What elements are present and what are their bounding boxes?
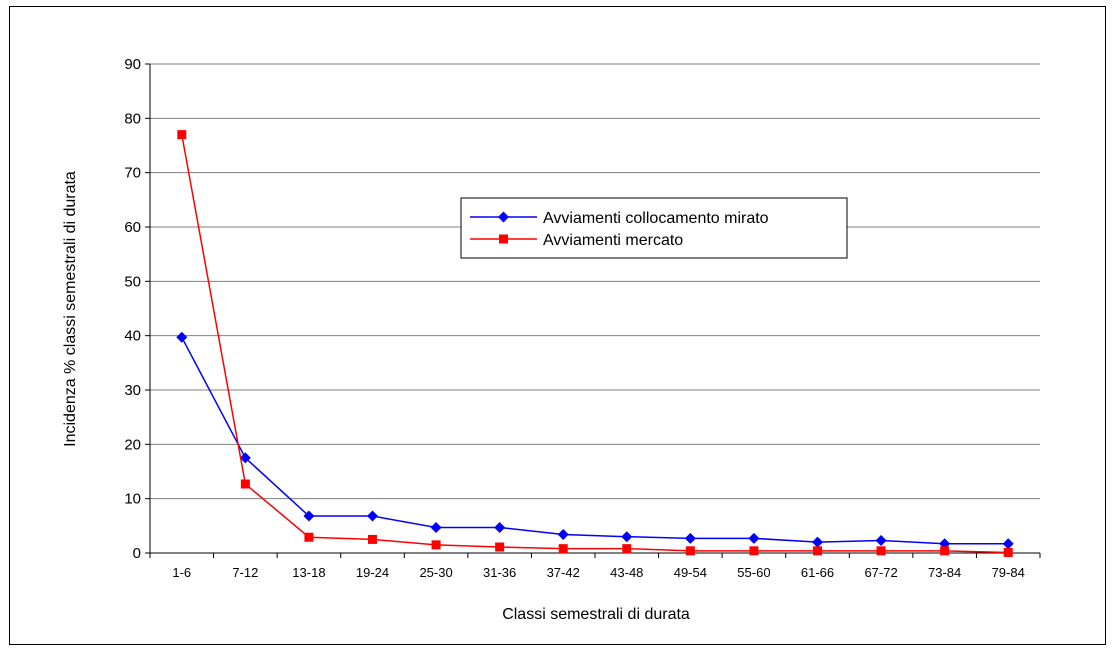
point-s1-1 [240, 479, 250, 489]
gridlines [150, 63, 1040, 500]
point-s0-8 [684, 532, 696, 544]
x-tick-label-55-60: 55-60 [737, 565, 770, 580]
point-s0-0 [176, 331, 188, 343]
x-tick-label-13-18: 13-18 [292, 565, 325, 580]
x-tick-label-61-66: 61-66 [801, 565, 834, 580]
point-s1-12 [940, 546, 950, 556]
point-s1-7 [622, 544, 632, 554]
axes [145, 63, 1041, 558]
legend-marker-collocamento [498, 211, 509, 223]
x-tick-label-1-6: 1-6 [172, 565, 191, 580]
legend-box [460, 197, 848, 259]
x-tick-label-31-36: 31-36 [483, 565, 516, 580]
y-tick-label-90: 90 [124, 56, 141, 73]
y-tick-label-10: 10 [124, 491, 141, 508]
x-tick-label-25-30: 25-30 [419, 565, 452, 580]
point-s0-1 [239, 452, 251, 464]
x-tick-label-67-72: 67-72 [864, 565, 897, 580]
point-s1-3 [368, 534, 377, 544]
point-s1-6 [558, 544, 568, 554]
y-tick-label-70: 70 [124, 165, 141, 182]
point-s1-8 [685, 546, 695, 556]
legend-label-collocamento: Avviamenti collocamento mirato [543, 210, 769, 227]
legend-label-mercato: Avviamenti mercato [543, 232, 683, 249]
point-s1-0 [177, 130, 187, 140]
point-s0-13 [1002, 538, 1014, 550]
x-tick-label-79-84: 79-84 [992, 565, 1025, 580]
point-s1-13 [1003, 547, 1013, 557]
point-s0-7 [621, 531, 633, 543]
point-s0-3 [367, 510, 378, 522]
y-tick-label-30: 30 [124, 382, 141, 399]
x-axis-title: Classi semestrali di durata [502, 606, 690, 623]
y-tick-label-80: 80 [124, 110, 141, 127]
series-line-1 [181, 134, 1009, 554]
point-s1-5 [495, 542, 505, 552]
point-s0-10 [812, 536, 823, 548]
y-tick-label-0: 0 [133, 545, 141, 562]
point-s0-6 [557, 529, 569, 541]
y-tick-label-20: 20 [124, 436, 141, 453]
x-tick-label-43-48: 43-48 [610, 565, 643, 580]
point-s0-4 [430, 521, 442, 533]
x-tick-label-37-42: 37-42 [547, 565, 580, 580]
legend: Avviamenti collocamento mirato Avviament… [460, 197, 848, 259]
point-s1-2 [304, 532, 314, 542]
y-axis-title: Incidenza % classi semestrali di durata [62, 171, 79, 447]
point-s1-4 [431, 540, 441, 550]
point-s1-11 [876, 546, 886, 556]
point-s1-9 [749, 546, 759, 556]
x-tick-label-19-24: 19-24 [356, 565, 389, 580]
x-tick-label-7-12: 7-12 [232, 565, 258, 580]
y-tick-label-40: 40 [124, 328, 141, 345]
line-chart: 0 10 20 30 40 50 60 70 80 90 1-6 7-12 13-18 19-24 25-3… [62, 56, 1041, 623]
point-s0-9 [748, 532, 760, 544]
point-s1-10 [813, 546, 822, 556]
series-line-0 [181, 336, 1009, 545]
chart-frame: 0 10 20 30 40 50 60 70 80 90 1-6 7-12 13-18 19-24 25-3… [9, 6, 1106, 645]
y-tick-label-50: 50 [124, 273, 141, 290]
x-tick-label-73-84: 73-84 [928, 565, 961, 580]
legend-marker-mercato [499, 234, 508, 244]
series-lines [176, 130, 1014, 557]
point-s0-2 [303, 510, 315, 522]
point-s0-11 [875, 535, 887, 547]
x-tick-label-49-54: 49-54 [674, 565, 707, 580]
axis-labels: 0 10 20 30 40 50 60 70 80 90 1-6 7-12 13-18 19-24 25-3… [124, 56, 1025, 580]
point-s0-5 [494, 521, 506, 533]
y-tick-label-60: 60 [124, 219, 141, 236]
